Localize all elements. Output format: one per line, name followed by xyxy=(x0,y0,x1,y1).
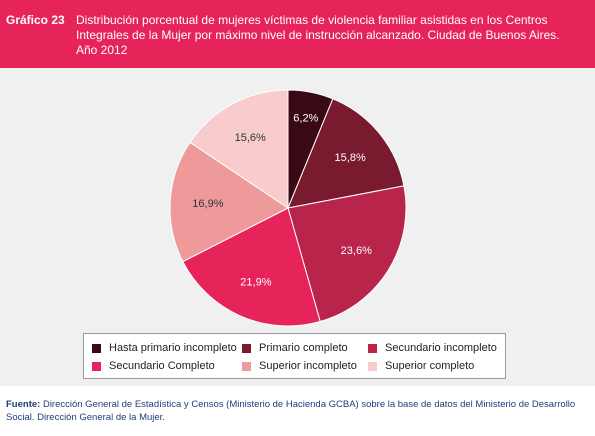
source-note: Fuente: Dirección General de Estadística… xyxy=(6,398,586,424)
legend-item: Secundario Completo xyxy=(92,359,215,373)
chart-header: Gráfico 23 Distribución porcentual de mu… xyxy=(0,0,595,68)
pie-slice-label: 15,6% xyxy=(235,132,266,144)
chart-title: Distribución porcentual de mujeres vícti… xyxy=(76,13,560,57)
legend-item: Hasta primario incompleto xyxy=(92,341,237,355)
legend-label: Secundario Completo xyxy=(109,360,215,372)
legend-label: Superior incompleto xyxy=(259,360,357,372)
pie-slice-label: 23,6% xyxy=(341,245,372,257)
pie-chart: 6,2% 15,8% 23,6% 21,9% 16,9% 15,6% xyxy=(169,89,407,327)
legend-swatch xyxy=(92,361,101,371)
legend-item: Superior incompleto xyxy=(242,359,357,373)
legend-label: Secundario incompleto xyxy=(385,342,497,354)
legend-label: Hasta primario incompleto xyxy=(109,342,237,354)
legend-item: Superior completo xyxy=(368,359,474,373)
pie-slice xyxy=(189,89,289,209)
source-text: Dirección General de Estadística y Censo… xyxy=(6,399,576,423)
pie-slice-label: 15,8% xyxy=(335,152,366,164)
pie-slice-label: 16,9% xyxy=(192,198,223,210)
pie-slice-label: 21,9% xyxy=(240,277,271,289)
pie-slice xyxy=(182,207,321,327)
legend-swatch xyxy=(368,361,377,371)
legend-item: Primario completo xyxy=(242,341,348,355)
pie-slice-label: 6,2% xyxy=(293,113,318,125)
legend-label: Primario completo xyxy=(259,342,348,354)
pie-slice xyxy=(169,141,289,263)
legend-swatch xyxy=(92,343,101,353)
legend-swatch xyxy=(368,343,377,353)
chart-number: Gráfico 23 xyxy=(6,13,65,27)
legend-item: Secundario incompleto xyxy=(368,341,497,355)
source-label: Fuente: xyxy=(6,399,41,410)
legend-swatch xyxy=(242,361,251,371)
legend: Hasta primario incompleto Primario comple… xyxy=(83,333,506,379)
legend-label: Superior completo xyxy=(385,360,475,372)
chart-panel: 6,2% 15,8% 23,6% 21,9% 16,9% 15,6% Hasta prim… xyxy=(0,68,595,386)
legend-swatch xyxy=(242,343,251,353)
pie-slice xyxy=(287,98,405,209)
pie-slice xyxy=(287,185,407,323)
